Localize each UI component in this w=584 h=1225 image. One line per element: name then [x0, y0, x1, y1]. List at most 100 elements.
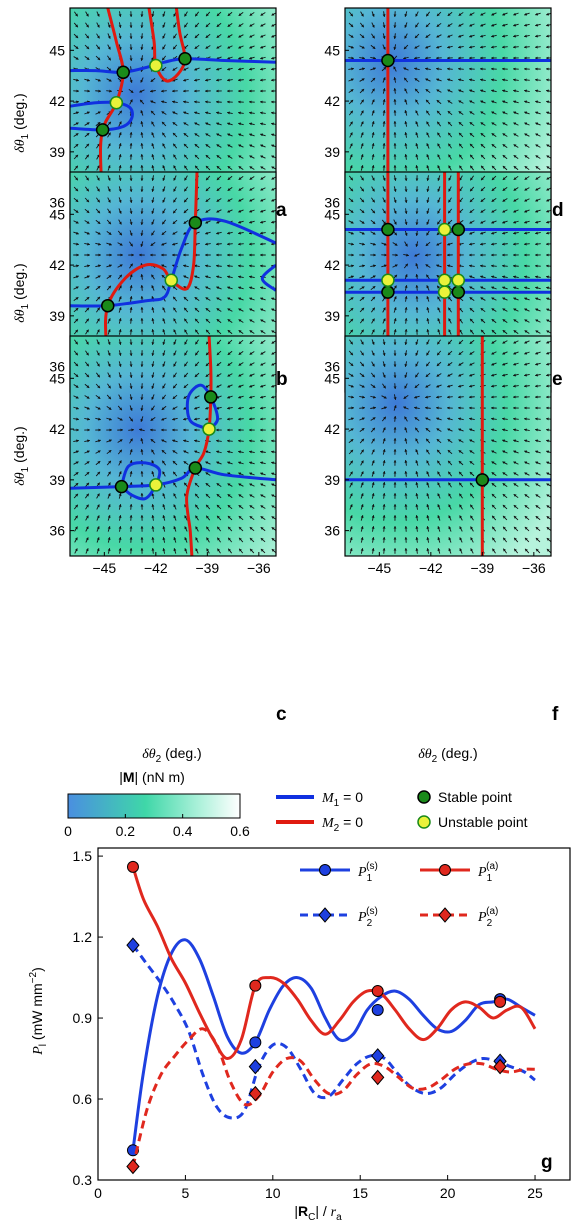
y-tick-label: 39	[324, 308, 340, 324]
field-arrow	[106, 78, 112, 82]
stable-point	[95, 123, 110, 137]
field-arrow	[226, 78, 233, 82]
field-arrow	[151, 11, 155, 18]
field-arrow	[85, 165, 89, 171]
field-arrow	[73, 307, 79, 313]
field-arrow	[73, 165, 79, 171]
y-tick-label: 36	[49, 523, 65, 539]
field-arrow	[84, 143, 90, 149]
field-arrow	[106, 219, 112, 225]
field-arrow	[194, 154, 200, 160]
field-arrow	[129, 361, 133, 368]
field-arrow	[182, 100, 189, 104]
field-arrow	[73, 133, 79, 137]
field-arrow	[107, 55, 111, 61]
field-arrow	[84, 231, 90, 235]
field-arrow	[140, 142, 144, 149]
field-arrow	[248, 395, 255, 399]
field-arrow	[248, 275, 255, 279]
field-arrow	[73, 209, 79, 213]
series-line	[131, 1027, 536, 1167]
field-arrow	[95, 394, 101, 400]
field-arrow	[73, 56, 79, 60]
field-arrow	[84, 44, 90, 50]
legend-series-label: P1(a)	[477, 861, 498, 884]
series-marker	[494, 995, 507, 1008]
field-arrow	[216, 297, 222, 301]
field-arrow	[95, 383, 101, 389]
g-y-tick-label: 0.3	[73, 1172, 93, 1188]
field-arrow	[129, 175, 133, 182]
field-arrow	[248, 384, 255, 388]
field-arrow	[404, 175, 408, 182]
field-arrow	[184, 22, 188, 28]
field-arrow	[129, 77, 133, 84]
field-arrow	[248, 439, 255, 443]
field-arrow	[227, 175, 233, 181]
field-arrow	[140, 55, 144, 62]
field-arrow	[237, 67, 244, 71]
unstable-point	[451, 273, 466, 288]
field-arrow	[162, 361, 166, 368]
field-arrow	[249, 339, 255, 345]
field-arrow	[205, 197, 211, 203]
field-arrow	[226, 122, 233, 126]
field-arrow	[183, 132, 189, 138]
stable-point	[114, 479, 129, 494]
field-arrow	[129, 55, 133, 62]
field-arrow	[194, 67, 200, 71]
field-arrow	[73, 372, 79, 378]
field-arrow	[259, 297, 266, 301]
panel-letter-c: c	[276, 704, 287, 725]
field-arrow	[118, 197, 122, 204]
field-arrow	[216, 175, 222, 181]
field-arrow	[162, 132, 166, 138]
field-arrow	[227, 319, 233, 323]
colorbar-title: |M| (nN m)	[119, 769, 185, 785]
g-x-tick-label: 15	[352, 1185, 368, 1201]
field-arrow	[226, 275, 233, 279]
field-arrow	[150, 100, 156, 104]
field-arrow	[118, 142, 122, 149]
field-arrow	[118, 372, 122, 379]
y-axis-label-b: δθ1 (deg.)	[11, 263, 31, 322]
unstable-point	[437, 273, 452, 288]
y-tick-label: 42	[324, 257, 340, 273]
field-arrow	[84, 78, 91, 82]
y-tick-label: 39	[49, 144, 65, 160]
field-arrow	[238, 373, 244, 377]
stable-point	[381, 222, 395, 237]
field-arrow	[118, 208, 122, 214]
field-arrow	[249, 176, 255, 180]
field-arrow	[393, 415, 397, 422]
unstable-point	[149, 478, 163, 492]
field-arrow	[140, 241, 144, 248]
field-arrow	[161, 66, 167, 72]
field-arrow	[151, 175, 155, 182]
field-arrow	[173, 361, 177, 367]
field-arrow	[237, 275, 244, 279]
field-arrow	[118, 296, 122, 302]
field-arrow	[382, 536, 386, 543]
legend-series-label: P2(s)	[357, 906, 378, 929]
field-arrow	[150, 241, 156, 247]
field-arrow	[73, 111, 80, 115]
y-tick-label: 45	[324, 370, 340, 386]
field-arrow	[237, 439, 244, 443]
field-arrow	[259, 231, 266, 235]
g-x-tick-label: 20	[440, 1185, 456, 1201]
field-arrow	[183, 220, 189, 224]
field-arrow	[237, 264, 244, 268]
series-marker	[249, 1036, 262, 1049]
field-arrow	[118, 383, 122, 389]
field-arrow	[238, 144, 244, 148]
field-arrow	[523, 45, 530, 49]
legend-stable-marker	[417, 790, 431, 804]
field-arrow	[184, 11, 188, 17]
field-arrow	[348, 56, 355, 60]
field-arrow	[106, 274, 112, 280]
field-arrow	[259, 45, 266, 49]
field-arrow	[204, 100, 211, 104]
field-arrow	[118, 33, 122, 40]
field-arrow	[172, 231, 178, 235]
